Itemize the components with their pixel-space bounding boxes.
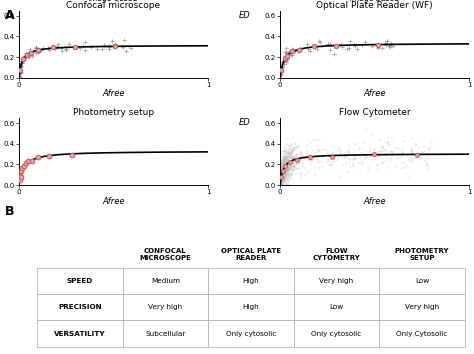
Title: Photometry setup: Photometry setup bbox=[73, 108, 154, 117]
Text: A: A bbox=[5, 9, 14, 22]
Text: ED: ED bbox=[238, 11, 250, 19]
Title: Optical Plate Reader (WF): Optical Plate Reader (WF) bbox=[316, 1, 433, 10]
X-axis label: Afree: Afree bbox=[364, 89, 386, 98]
Text: image based: image based bbox=[350, 0, 399, 2]
Title: Flow Cytometer: Flow Cytometer bbox=[339, 108, 410, 117]
Text: ED: ED bbox=[238, 118, 250, 127]
X-axis label: Afree: Afree bbox=[364, 197, 386, 206]
X-axis label: Afree: Afree bbox=[102, 89, 125, 98]
Text: B: B bbox=[5, 205, 14, 218]
Title: Confocal microscope: Confocal microscope bbox=[66, 1, 161, 10]
X-axis label: Afree: Afree bbox=[102, 197, 125, 206]
Text: image-based: image-based bbox=[89, 0, 138, 2]
